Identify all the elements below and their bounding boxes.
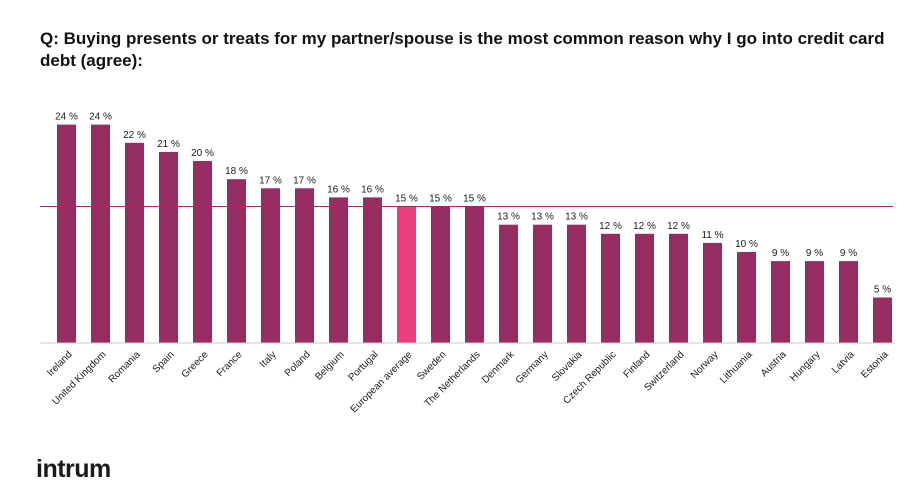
category-label-finland: Finland <box>622 349 653 380</box>
value-label-denmark: 13 % <box>497 212 520 223</box>
value-label-finland: 12 % <box>633 221 656 232</box>
bar-switzerland <box>669 233 688 343</box>
bar-austria <box>771 261 790 343</box>
bar-latvia <box>839 261 858 343</box>
value-label-the-netherlands: 15 % <box>463 194 486 205</box>
value-label-ireland: 24 % <box>55 112 78 123</box>
category-label-ireland: Ireland <box>45 349 74 378</box>
category-label-lithuania: Lithuania <box>718 349 755 386</box>
value-label-poland: 17 % <box>293 175 316 186</box>
value-label-portugal: 16 % <box>361 184 384 195</box>
value-label-united-kingdom: 24 % <box>89 112 112 123</box>
bar-european-average <box>397 206 416 343</box>
category-label-denmark: Denmark <box>480 349 517 386</box>
bar-finland <box>635 233 654 343</box>
value-label-norway: 11 % <box>701 230 723 241</box>
value-label-estonia: 5 % <box>874 285 891 296</box>
category-label-austria: Austria <box>759 349 789 379</box>
bar-spain <box>159 151 178 343</box>
category-label-sweden: Sweden <box>415 349 448 382</box>
bar-czech-republic <box>601 233 620 343</box>
category-label-latvia: Latvia <box>830 349 857 376</box>
value-label-latvia: 9 % <box>840 248 857 259</box>
value-label-switzerland: 12 % <box>667 221 690 232</box>
bar-greece <box>193 161 212 343</box>
bar-slovakia <box>567 224 586 343</box>
category-label-belgium: Belgium <box>313 349 346 382</box>
value-label-lithuania: 10 % <box>735 239 758 250</box>
category-label-slovakia: Slovakia <box>550 349 585 384</box>
chart-title: Q: Buying presents or treats for my part… <box>40 29 885 70</box>
bar-sweden <box>431 206 450 343</box>
value-label-france: 18 % <box>225 166 248 177</box>
bar-norway <box>703 242 722 343</box>
value-label-sweden: 15 % <box>429 194 452 205</box>
bar-belgium <box>329 197 348 343</box>
intrum-logo: intrum <box>36 455 111 483</box>
value-label-belgium: 16 % <box>327 184 350 195</box>
bar-lithuania <box>737 252 756 343</box>
value-label-czech-republic: 12 % <box>599 221 622 232</box>
value-label-italy: 17 % <box>259 175 282 186</box>
value-label-greece: 20 % <box>191 148 214 159</box>
category-label-portugal: Portugal <box>347 349 381 383</box>
category-label-france: France <box>215 349 245 379</box>
category-label-estonia: Estonia <box>859 349 891 381</box>
value-label-germany: 13 % <box>531 212 554 223</box>
bar-germany <box>533 224 552 343</box>
category-label-poland: Poland <box>283 349 313 379</box>
bar-portugal <box>363 197 382 343</box>
bar-hungary <box>805 261 824 343</box>
value-label-austria: 9 % <box>772 248 789 259</box>
bar-united-kingdom <box>91 124 110 343</box>
bar-the-netherlands <box>465 206 484 343</box>
category-label-romania: Romania <box>107 349 143 385</box>
value-label-spain: 21 % <box>157 139 180 150</box>
bar-denmark <box>499 224 518 343</box>
bar-italy <box>261 188 280 343</box>
value-label-romania: 22 % <box>123 130 146 141</box>
category-label-spain: Spain <box>151 349 177 375</box>
category-label-italy: Italy <box>258 349 279 370</box>
category-label-hungary: Hungary <box>788 349 823 384</box>
bars-group <box>57 124 892 343</box>
bar-france <box>227 179 246 343</box>
value-label-hungary: 9 % <box>806 248 823 259</box>
bar-poland <box>295 188 314 343</box>
bar-ireland <box>57 124 76 343</box>
bar-romania <box>125 142 144 343</box>
value-labels-group: 24 % 24 % 22 % 21 % 20 % 18 % 17 % 17 % 16 % 16 %… <box>55 112 891 296</box>
category-label-greece: Greece <box>180 349 211 380</box>
value-label-european-average: 15 % <box>395 194 418 205</box>
category-label-germany: Germany <box>514 349 551 386</box>
category-label-european-average: European average <box>349 349 415 415</box>
category-label-norway: Norway <box>689 349 721 381</box>
value-label-slovakia: 13 % <box>565 212 588 223</box>
bar-estonia <box>873 297 892 343</box>
